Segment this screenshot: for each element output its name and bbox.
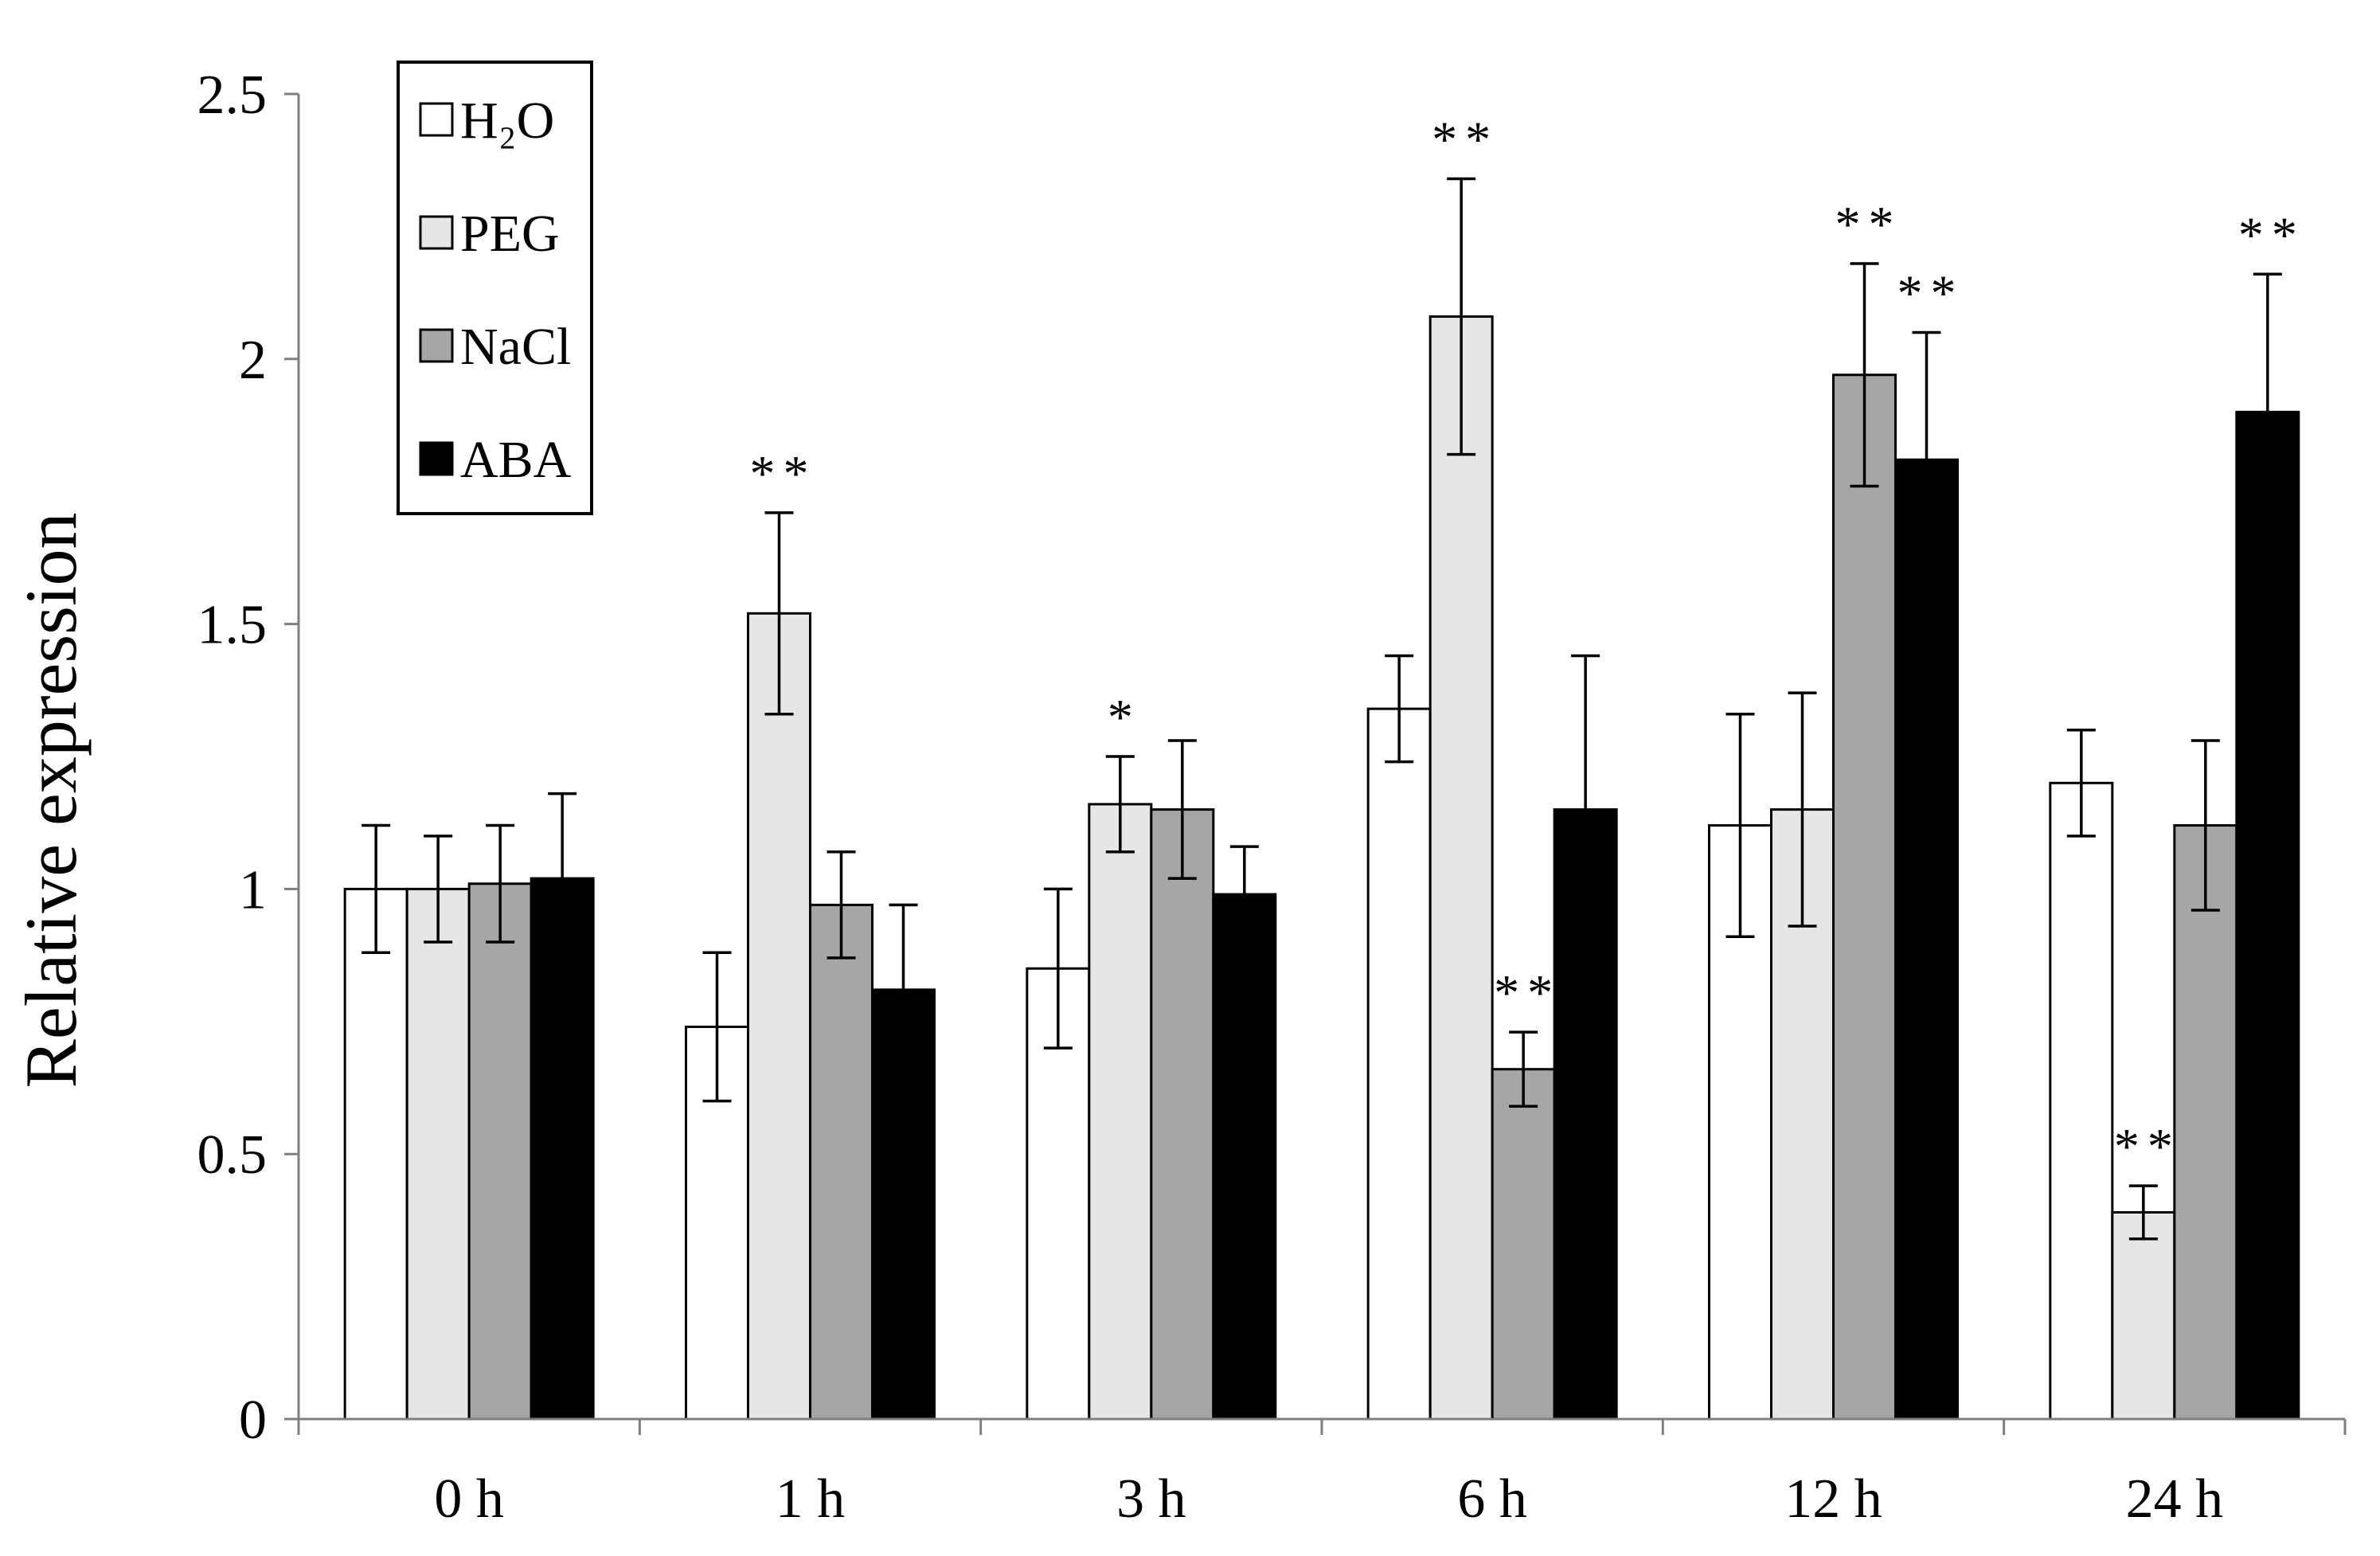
bar [1212,893,1277,1421]
y-axis-title: Relative expression [10,512,92,1088]
legend-swatch [419,215,454,250]
bar [1832,373,1897,1421]
axes-layer: 0 0.5 1 1.5 2 2.5 0 h 1 h 3 h 6 h 12 h 24 h [197,65,2347,1530]
significance-label: ** [2238,206,2305,263]
significance-label: ** [750,445,817,502]
x-tick-label: 1 h [776,1468,846,1530]
x-tick-label: 12 h [1784,1468,1882,1530]
y-tick-label: 0.5 [197,1124,268,1186]
bar [1366,707,1432,1421]
y-tick-label: 1 [239,859,267,921]
bar [2173,824,2238,1421]
x-tick-label: 6 h [1457,1468,1527,1530]
legend-swatch [419,441,454,476]
x-tick-label: 0 h [434,1468,504,1530]
bar [1088,803,1153,1421]
x-tick-label: 3 h [1116,1468,1186,1530]
significance-label: ** [1494,964,1561,1021]
legend-swatch [419,102,454,137]
legend-swatch [419,328,454,363]
significance-label: ** [1432,111,1499,167]
bar [343,887,408,1421]
y-tick-label: 0 [239,1390,267,1451]
legend-label: ABA [460,431,572,489]
y-tick-label: 1.5 [197,595,268,656]
bar [1491,1068,1556,1421]
bar [747,612,811,1421]
bars-layer: *************** [343,111,2305,1421]
bar [2235,410,2300,1421]
bar [405,887,471,1421]
legend: H₂O PEG NaCl ABA [397,61,593,515]
legend-label: PEG [460,205,560,263]
bar [1894,458,1959,1421]
y-tick-label: 2.5 [197,65,268,126]
bar [2049,781,2114,1421]
bar [809,903,873,1421]
bar [2111,1210,2176,1421]
significance-label: ** [1835,196,1902,252]
bar [1150,808,1215,1421]
legend-label: H₂O [460,92,554,150]
bar [530,877,595,1421]
bar [467,882,533,1421]
y-tick-label: 2 [239,330,267,391]
legend-box [397,61,593,515]
bar [1428,315,1494,1421]
legend-label: NaCl [460,318,571,376]
x-tick-label: 24 h [2126,1468,2224,1530]
significance-label: ** [1897,265,1964,322]
significance-label: ** [2114,1118,2181,1175]
significance-label: * [1108,689,1141,745]
